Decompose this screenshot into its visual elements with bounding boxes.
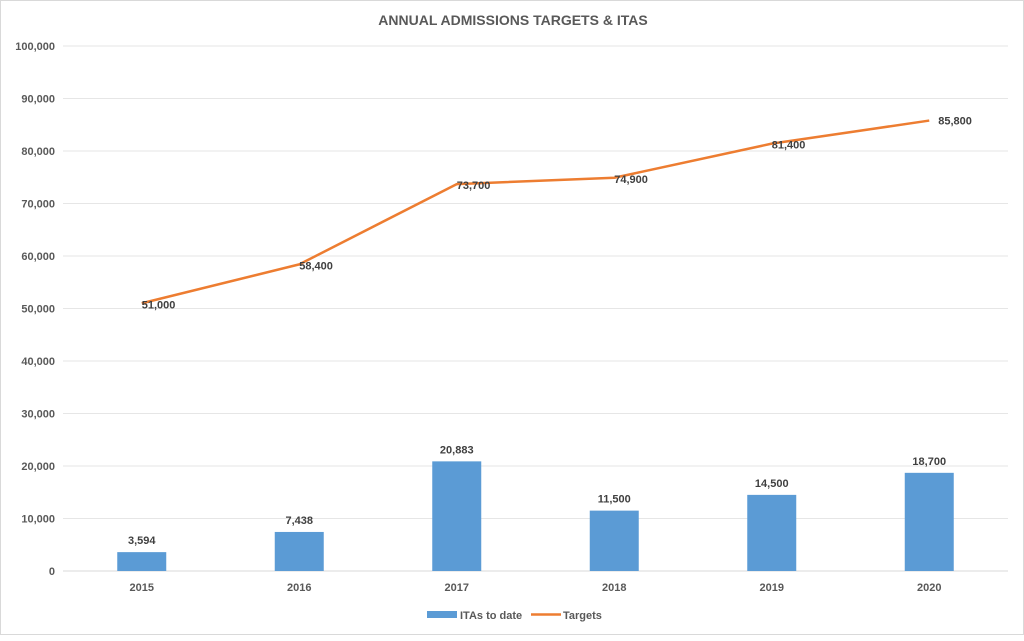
bar-data-label: 3,594	[128, 535, 156, 547]
y-tick-label: 10,000	[21, 514, 55, 526]
line-series-targets: 51,000 58,400 73,700 74,900 81,400 85,800	[141, 116, 972, 311]
x-axis: 2015 2016 2017 2018 2019 2020	[130, 582, 942, 594]
line-data-label: 81,400	[772, 140, 806, 152]
y-tick-label: 40,000	[21, 356, 55, 368]
x-tick-label: 2015	[130, 582, 154, 594]
bar-data-label: 14,500	[755, 478, 789, 490]
x-tick-label: 2016	[287, 582, 311, 594]
line-data-label: 73,700	[457, 180, 491, 192]
bar-series-itas: 3,594 7,438 20,883 11,500 14,500 18,700	[117, 444, 954, 571]
bar	[904, 472, 954, 571]
y-tick-label: 20,000	[21, 461, 55, 473]
y-axis: 0 10,000 20,000 30,000 40,000 50,000 60,000 70,…	[15, 41, 55, 578]
bar-data-label: 20,883	[440, 444, 474, 456]
x-tick-label: 2018	[602, 582, 626, 594]
line-data-label: 58,400	[299, 260, 333, 272]
bar	[274, 531, 324, 571]
bar-data-label: 11,500	[598, 494, 631, 506]
x-tick-label: 2019	[760, 582, 784, 594]
line-data-label: 51,000	[142, 299, 176, 311]
bar-data-label: 7,438	[285, 515, 313, 527]
chart-title: ANNUAL ADMISSIONS TARGETS & ITAS	[378, 12, 647, 28]
y-tick-label: 70,000	[21, 199, 55, 211]
bar	[432, 461, 482, 571]
bar	[747, 494, 797, 571]
y-tick-label: 60,000	[21, 251, 55, 263]
y-tick-label: 0	[49, 566, 55, 578]
line-data-label: 85,800	[938, 116, 972, 128]
bar	[117, 552, 167, 571]
targets-line	[141, 119, 930, 305]
gridlines	[63, 45, 1008, 572]
y-tick-label: 30,000	[21, 409, 55, 421]
y-tick-label: 90,000	[21, 94, 55, 106]
legend: ITAs to date Targets	[427, 610, 602, 622]
legend-swatch-itas	[427, 611, 457, 618]
y-tick-label: 100,000	[15, 41, 55, 53]
legend-label-itas: ITAs to date	[460, 610, 522, 622]
bar	[589, 510, 639, 571]
line-data-label: 74,900	[614, 174, 648, 186]
x-tick-label: 2020	[917, 582, 941, 594]
y-tick-label: 80,000	[21, 146, 55, 158]
legend-label-targets: Targets	[563, 610, 602, 622]
y-tick-label: 50,000	[21, 304, 55, 316]
bar-data-label: 18,700	[912, 456, 946, 468]
x-tick-label: 2017	[445, 582, 469, 594]
